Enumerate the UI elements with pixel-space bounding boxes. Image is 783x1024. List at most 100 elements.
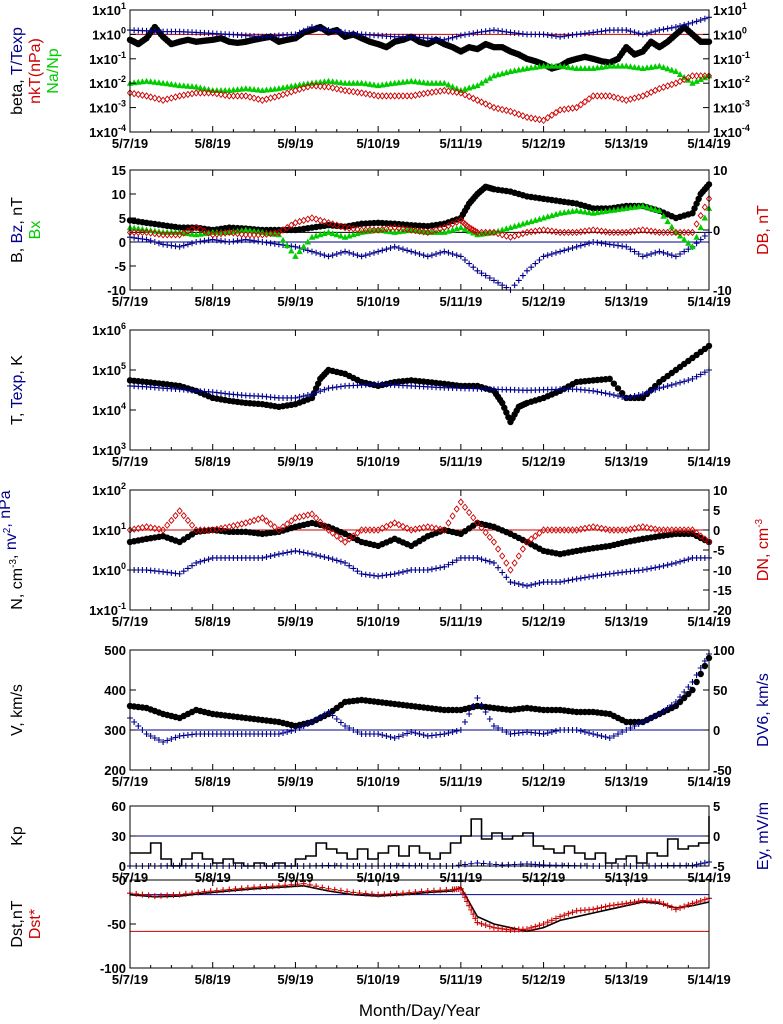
data-point bbox=[681, 228, 688, 237]
data-point bbox=[577, 242, 584, 249]
data-point bbox=[602, 571, 609, 578]
data-point bbox=[602, 92, 609, 100]
data-point bbox=[226, 886, 233, 893]
data-point bbox=[182, 890, 189, 897]
data-point bbox=[652, 386, 659, 393]
data-point bbox=[586, 573, 593, 580]
data-point bbox=[267, 240, 274, 247]
data-point bbox=[631, 248, 638, 255]
y-tick-label: 0 bbox=[119, 859, 126, 874]
data-point bbox=[619, 901, 626, 908]
data-point bbox=[379, 92, 386, 100]
data-point bbox=[333, 557, 340, 564]
data-point bbox=[561, 33, 568, 40]
data-point bbox=[292, 394, 299, 401]
data-point bbox=[188, 230, 196, 237]
data-point bbox=[627, 95, 634, 103]
data-point bbox=[158, 892, 165, 899]
panel-6: 5/7/19 5/8/19 5/9/19 5/10/19 5/11/19 5/12/19 5… bbox=[9, 799, 772, 885]
data-point bbox=[598, 227, 605, 235]
series-2 bbox=[127, 14, 712, 43]
data-point bbox=[552, 915, 559, 922]
data-point bbox=[313, 24, 320, 31]
data-point bbox=[660, 900, 667, 907]
data-point bbox=[548, 32, 555, 39]
data-point bbox=[445, 222, 452, 230]
data-point bbox=[304, 25, 311, 32]
data-point bbox=[685, 377, 692, 384]
data-point bbox=[441, 223, 448, 232]
data-point bbox=[412, 730, 419, 736]
data-point bbox=[598, 572, 605, 579]
data-point bbox=[652, 382, 659, 390]
panel-4: 5/7/19 5/8/19 5/9/19 5/10/19 5/11/19 5/12/19 5… bbox=[0, 481, 772, 629]
data-point bbox=[308, 248, 315, 255]
y-tick-label: -100 bbox=[100, 961, 126, 976]
data-point bbox=[151, 78, 159, 85]
data-point bbox=[257, 883, 264, 890]
series-1 bbox=[126, 654, 713, 730]
data-point bbox=[544, 31, 551, 38]
data-point bbox=[445, 81, 452, 88]
data-point bbox=[693, 233, 700, 240]
data-point bbox=[325, 27, 332, 34]
data-point bbox=[594, 226, 601, 235]
data-point bbox=[701, 369, 708, 376]
data-point bbox=[370, 526, 378, 534]
series-2 bbox=[127, 651, 712, 745]
data-point bbox=[304, 721, 311, 727]
y-right-tick-label: -15 bbox=[713, 583, 732, 598]
data-point bbox=[151, 239, 158, 245]
data-point bbox=[217, 237, 224, 244]
data-point bbox=[610, 392, 617, 399]
data-point bbox=[635, 30, 642, 37]
data-point bbox=[387, 571, 394, 578]
data-point bbox=[540, 226, 547, 234]
data-point bbox=[333, 221, 340, 229]
data-point bbox=[486, 102, 493, 110]
data-point bbox=[337, 79, 345, 86]
data-point bbox=[354, 568, 361, 575]
data-point bbox=[383, 522, 390, 531]
data-point bbox=[590, 92, 597, 100]
axis-label: N, cm-3, nv2, nPa bbox=[0, 490, 26, 610]
data-point bbox=[271, 240, 278, 247]
data-point bbox=[184, 565, 191, 572]
axis-label: beta, T/Texp bbox=[9, 27, 26, 115]
data-point bbox=[602, 228, 609, 236]
data-point bbox=[693, 678, 700, 686]
data-point bbox=[499, 727, 506, 733]
data-point bbox=[689, 375, 696, 382]
data-point bbox=[346, 87, 353, 95]
data-point bbox=[623, 727, 630, 733]
data-point bbox=[288, 881, 295, 888]
data-point bbox=[652, 564, 659, 571]
data-point bbox=[259, 554, 266, 561]
data-point bbox=[362, 89, 369, 98]
data-point bbox=[296, 393, 303, 400]
data-point bbox=[544, 62, 551, 69]
y-right-tick-label: -5 bbox=[713, 859, 725, 874]
data-point bbox=[511, 559, 518, 567]
data-point bbox=[466, 30, 473, 37]
series-3 bbox=[126, 62, 713, 94]
data-point bbox=[557, 248, 564, 255]
data-point bbox=[540, 62, 547, 69]
data-point bbox=[507, 566, 514, 574]
data-point bbox=[478, 228, 485, 237]
data-point bbox=[569, 31, 576, 38]
data-point bbox=[693, 861, 700, 868]
data-point bbox=[664, 561, 671, 568]
data-point bbox=[151, 94, 158, 102]
data-point bbox=[548, 526, 555, 534]
data-point bbox=[209, 89, 216, 97]
data-point bbox=[552, 228, 560, 236]
data-point bbox=[205, 89, 212, 97]
data-point bbox=[474, 228, 481, 237]
data-point bbox=[432, 79, 440, 86]
data-point bbox=[346, 562, 353, 569]
data-point bbox=[552, 526, 560, 534]
data-point bbox=[449, 512, 456, 520]
data-point bbox=[172, 231, 179, 239]
